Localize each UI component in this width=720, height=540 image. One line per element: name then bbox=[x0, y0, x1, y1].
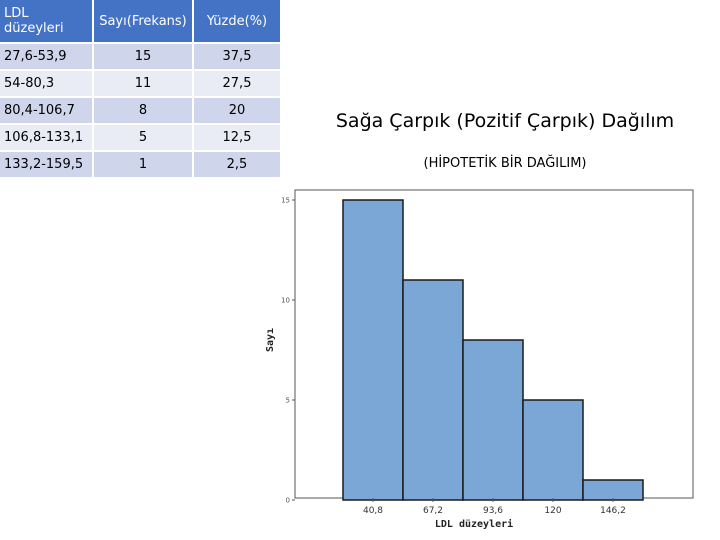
cell-range: 80,4-106,7 bbox=[0, 97, 94, 125]
table-row: 27,6-53,9 15 37,5 bbox=[0, 43, 282, 71]
cell-percent: 37,5 bbox=[193, 43, 282, 71]
histogram-bar bbox=[462, 339, 524, 501]
cell-percent: 12,5 bbox=[193, 124, 282, 152]
cell-percent: 2,5 bbox=[193, 151, 282, 179]
histogram-chart: 0 5 10 15 40,8 67,2 93,6 120 146,2 LDL düzeyleri S… bbox=[265, 189, 694, 530]
cell-frequency: 1 bbox=[93, 151, 194, 179]
y-tick-label: 15 bbox=[281, 197, 290, 205]
header-frequency: Sayı(Frekans) bbox=[93, 0, 194, 44]
table-row: 106,8-133,1 5 12,5 bbox=[0, 124, 282, 152]
table-row: 54-80,3 11 27,5 bbox=[0, 70, 282, 98]
histogram-bar bbox=[582, 479, 644, 501]
y-axis-label: Sayı bbox=[265, 328, 276, 352]
y-tick-label: 10 bbox=[281, 297, 290, 305]
x-tick-label: 93,6 bbox=[483, 506, 503, 516]
cell-percent: 20 bbox=[193, 97, 282, 125]
frequency-table: LDL düzeyleri Sayı(Frekans) Yüzde(%) 27,… bbox=[0, 0, 282, 179]
table-row: 133,2-159,5 1 2,5 bbox=[0, 151, 282, 179]
table-row: 80,4-106,7 8 20 bbox=[0, 97, 282, 125]
cell-frequency: 8 bbox=[93, 97, 194, 125]
cell-range: 106,8-133,1 bbox=[0, 124, 94, 152]
chart-subtitle: (HİPOTETİK BİR DAĞILIM) bbox=[423, 156, 587, 171]
cell-frequency: 15 bbox=[93, 43, 194, 71]
cell-percent: 27,5 bbox=[193, 70, 282, 98]
cell-frequency: 5 bbox=[93, 124, 194, 152]
table-header-row: LDL düzeyleri Sayı(Frekans) Yüzde(%) bbox=[0, 0, 282, 44]
x-tick-label: 146,2 bbox=[600, 506, 626, 516]
x-tick-label: 67,2 bbox=[423, 506, 443, 516]
cell-range: 133,2-159,5 bbox=[0, 151, 94, 179]
header-ldl-levels: LDL düzeyleri bbox=[0, 0, 94, 44]
histogram-bar bbox=[522, 399, 584, 501]
chart-title: Sağa Çarpık (Pozitif Çarpık) Dağılım bbox=[335, 110, 675, 132]
cell-range: 27,6-53,9 bbox=[0, 43, 94, 71]
y-tick-label: 0 bbox=[286, 497, 290, 505]
header-percent: Yüzde(%) bbox=[193, 0, 282, 44]
x-axis-label: LDL düzeyleri bbox=[435, 518, 513, 530]
cell-frequency: 11 bbox=[93, 70, 194, 98]
y-tick-label: 5 bbox=[286, 397, 290, 405]
cell-range: 54-80,3 bbox=[0, 70, 94, 98]
histogram-bar bbox=[402, 279, 464, 501]
x-tick-label: 40,8 bbox=[363, 506, 383, 516]
x-tick-label: 120 bbox=[544, 506, 561, 516]
histogram-bar bbox=[342, 199, 404, 501]
